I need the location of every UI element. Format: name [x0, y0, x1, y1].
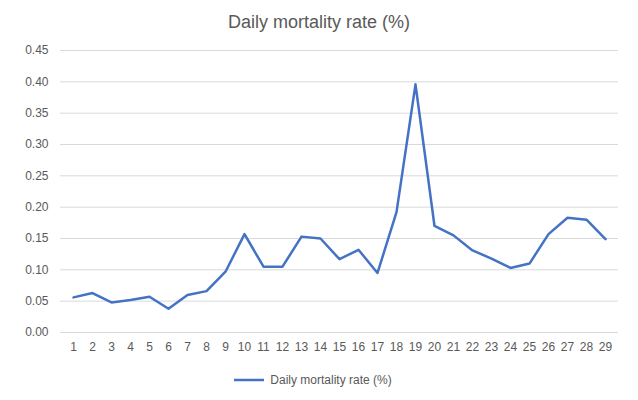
svg-text:10: 10 — [238, 340, 252, 354]
svg-text:3: 3 — [108, 340, 115, 354]
svg-text:0.10: 0.10 — [25, 263, 49, 277]
html-text:Daily mortality rate (%): Daily mortality rate (%) — [270, 373, 392, 387]
svg-text:21: 21 — [447, 340, 461, 354]
svg-text:20: 20 — [428, 340, 442, 354]
svg-text:11: 11 — [257, 340, 270, 354]
svg-text:0.45: 0.45 — [25, 43, 49, 57]
svg-text:0.30: 0.30 — [25, 137, 49, 151]
svg-text:27: 27 — [561, 340, 575, 354]
svg-text:1: 1 — [70, 340, 77, 354]
svg-text:25: 25 — [523, 340, 537, 354]
svg-text:18: 18 — [390, 340, 404, 354]
svg-text:29: 29 — [599, 340, 613, 354]
html-text:Daily mortality rate (%): Daily mortality rate (%) — [228, 12, 410, 32]
svg-text:4: 4 — [127, 340, 134, 354]
svg-text:16: 16 — [352, 340, 366, 354]
svg-text:2: 2 — [89, 340, 96, 354]
svg-text:0.15: 0.15 — [25, 231, 49, 245]
svg-text:26: 26 — [542, 340, 556, 354]
svg-text:0.05: 0.05 — [25, 294, 49, 308]
svg-text:0.35: 0.35 — [25, 106, 49, 120]
svg-text:19: 19 — [409, 340, 423, 354]
svg-text:14: 14 — [314, 340, 328, 354]
svg-text:9: 9 — [222, 340, 229, 354]
svg-text:5: 5 — [146, 340, 153, 354]
svg-text:23: 23 — [485, 340, 499, 354]
svg-text:0.20: 0.20 — [25, 200, 49, 214]
svg-text:0.00: 0.00 — [25, 325, 49, 339]
svg-text:13: 13 — [295, 340, 309, 354]
svg-text:15: 15 — [333, 340, 347, 354]
svg-text:0.40: 0.40 — [25, 75, 49, 89]
svg-text:6: 6 — [165, 340, 172, 354]
svg-text:28: 28 — [580, 340, 594, 354]
svg-text:22: 22 — [466, 340, 480, 354]
svg-text:12: 12 — [276, 340, 290, 354]
svg-text:0.25: 0.25 — [25, 169, 49, 183]
svg-text:8: 8 — [203, 340, 210, 354]
svg-text:24: 24 — [504, 340, 518, 354]
svg-text:17: 17 — [371, 340, 385, 354]
svg-text:7: 7 — [184, 340, 191, 354]
